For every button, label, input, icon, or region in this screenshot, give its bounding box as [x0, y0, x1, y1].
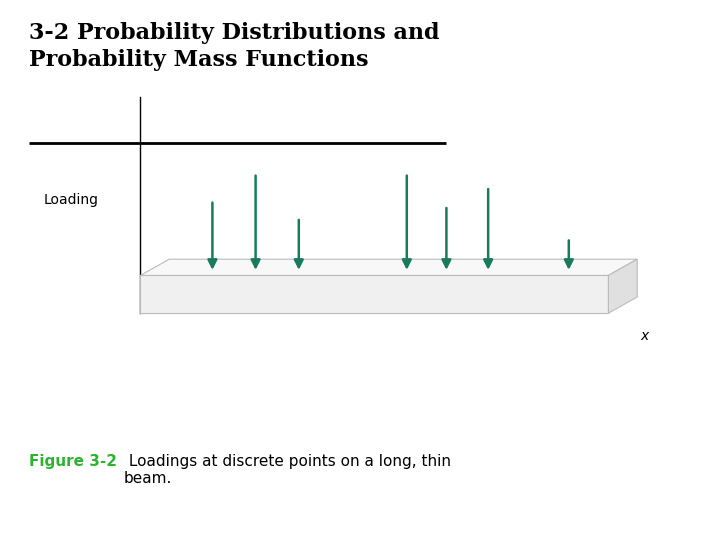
- Text: 3-2 Probability Distributions and
Probability Mass Functions: 3-2 Probability Distributions and Probab…: [29, 22, 439, 71]
- Polygon shape: [140, 275, 608, 313]
- Text: x: x: [640, 329, 649, 343]
- Text: Loading: Loading: [43, 193, 98, 207]
- Text: Loadings at discrete points on a long, thin
beam.: Loadings at discrete points on a long, t…: [124, 454, 451, 486]
- Polygon shape: [140, 259, 637, 275]
- Polygon shape: [608, 259, 637, 313]
- Text: Figure 3-2: Figure 3-2: [29, 454, 117, 469]
